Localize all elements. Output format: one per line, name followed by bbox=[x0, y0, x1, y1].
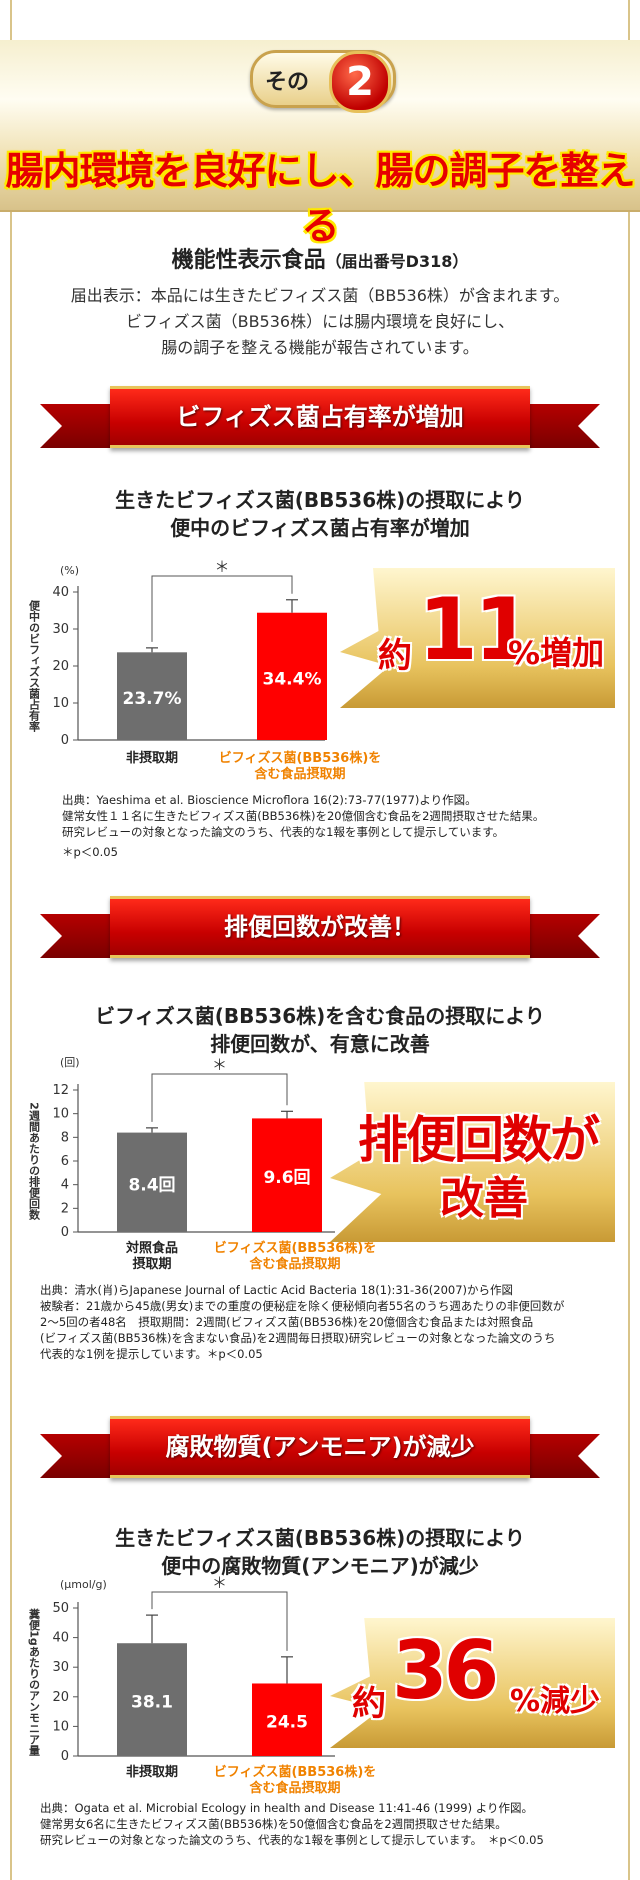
source-note: 出典：Yaeshima et al. Bioscience Microflora… bbox=[62, 793, 477, 807]
section-ribbon: ビフィズス菌占有率が増加 bbox=[40, 382, 600, 452]
source-note: 健常男女6名に生きたビフィズス菌(BB536株)を50億個含む食品を2週間摂取さ… bbox=[40, 1817, 507, 1831]
callout-badge bbox=[340, 568, 615, 708]
intro-line: ビフィズス菌（BB536株）には腸内環境を良好にし、 bbox=[125, 312, 515, 331]
callout-prefix: 約 bbox=[378, 636, 412, 676]
ribbon-label: ビフィズス菌占有率が増加 bbox=[176, 403, 464, 431]
section-ribbon: 腐敗物質(アンモニア)が減少 bbox=[40, 1412, 600, 1482]
callout-number: 36 bbox=[392, 1624, 499, 1717]
ribbon-label: 排便回数が改善！ bbox=[224, 913, 416, 941]
source-note: 研究レビューの対象となった論文のうち、代表的な1報を事例として提示しています。 bbox=[62, 825, 505, 839]
callout-suffix: %増加 bbox=[508, 634, 605, 672]
callout-prefix: 約 bbox=[352, 1684, 386, 1724]
intro-line: 腸の調子を整える機能が報告されています。 bbox=[161, 338, 479, 357]
callout-suffix: %減少 bbox=[510, 1684, 601, 1719]
ribbon-band bbox=[110, 386, 530, 448]
source-note: (ビフィズス菌(BB536株)を含まない食品)を2週間毎日摂取)研究レビューの対… bbox=[40, 1331, 556, 1345]
section-ribbon: 排便回数が改善！ bbox=[40, 892, 600, 962]
ribbon-band bbox=[110, 896, 530, 958]
source-note: 出典：Ogata et al. Microbial Ecology in hea… bbox=[40, 1801, 533, 1815]
source-note: 代表的な1例を提示しています。＊p＜0.05 bbox=[40, 1347, 263, 1361]
section-title: 排便回数が、有意に改善 bbox=[210, 1032, 430, 1056]
section-title: 生きたビフィズス菌(BB536株)の摂取により bbox=[115, 488, 525, 512]
source-note: 出典：清水(肖)らJapanese Journal of Lactic Acid… bbox=[40, 1283, 514, 1297]
badge-number: 2 bbox=[329, 51, 391, 113]
source-note: 研究レビューの対象となった論文のうち、代表的な1報を事例として提示しています。 … bbox=[40, 1833, 544, 1847]
hero-banner: その 2 腸内環境を良好にし、腸の調子を整える bbox=[0, 40, 640, 248]
significance-note: ＊p＜0.05 bbox=[62, 845, 118, 859]
ribbon-label: 腐敗物質(アンモニア)が減少 bbox=[165, 1433, 475, 1461]
source-note: 健常女性１１名に生きたビフィズス菌(BB536株)を20億個含む食品を2週間摂取… bbox=[62, 809, 545, 823]
section-badge: その 2 bbox=[250, 50, 396, 113]
source-note: 2～5回の者48名 摂取期間：2週間(ビフィズス菌(BB536株)を20億個含む… bbox=[40, 1315, 534, 1329]
callout-line2: 改善 bbox=[440, 1173, 528, 1224]
intro-title-main: 機能性表示食品 bbox=[171, 248, 326, 273]
intro-title: 機能性表示食品（届出番号D318） bbox=[0, 242, 640, 274]
section-title: 生きたビフィズス菌(BB536株)の摂取により bbox=[115, 1526, 525, 1550]
ribbon-band bbox=[110, 1416, 530, 1478]
intro-title-note: （届出番号D318） bbox=[325, 252, 469, 271]
section-title: ビフィズス菌(BB536株)を含む食品の摂取により bbox=[95, 1004, 545, 1028]
intro-line: 届出表示：本品には生きたビフィズス菌（BB536株）が含まれます。 bbox=[70, 286, 570, 305]
callout-badge bbox=[330, 1082, 615, 1242]
callout-badge bbox=[330, 1618, 615, 1748]
section-title: 便中のビフィズス菌占有率が増加 bbox=[170, 516, 470, 540]
badge-label: その bbox=[265, 70, 310, 95]
page-frame bbox=[10, 0, 630, 1880]
callout-line1: 排便回数が bbox=[358, 1111, 600, 1169]
callout-number: 11 bbox=[418, 580, 534, 680]
source-note: 被験者：21歳から45歳(男女)までの重度の便秘症を除く便秘傾向者55名のうち週… bbox=[40, 1299, 565, 1313]
hero-title: 腸内環境を良好にし、腸の調子を整える bbox=[5, 149, 635, 248]
section-title: 便中の腐敗物質(アンモニア)が減少 bbox=[161, 1554, 479, 1578]
